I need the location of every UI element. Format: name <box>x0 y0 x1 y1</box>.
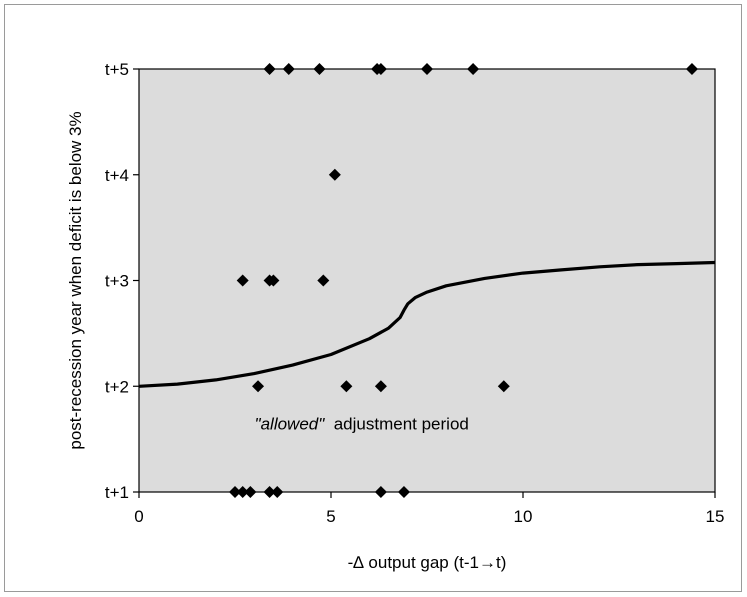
data-point <box>236 486 249 498</box>
data-point <box>467 63 480 75</box>
chart-frame: t+1 t+2 t+3 t+4 t+5 0 5 10 15 "allowed" adjustm… <box>4 4 742 592</box>
x-axis-title: -∆ output gap (t-1→t) <box>348 553 507 572</box>
data-point <box>282 63 295 75</box>
annotation-text: adjustment period <box>329 414 469 433</box>
data-point <box>421 63 433 75</box>
data-point <box>313 63 326 75</box>
x-tick-label: 5 <box>326 507 335 526</box>
data-point <box>263 486 276 498</box>
data-point <box>374 380 387 393</box>
y-axis-title: post-recession year when deficit is belo… <box>66 111 85 449</box>
y-tick-label: t+2 <box>105 377 129 396</box>
x-tick-label: 10 <box>514 507 533 526</box>
x-axis: 0 5 10 15 <box>134 492 724 526</box>
data-point <box>374 486 387 498</box>
data-point <box>263 63 276 75</box>
data-point <box>229 486 241 498</box>
data-point <box>252 380 265 393</box>
data-point <box>267 274 280 287</box>
data-point <box>271 486 284 498</box>
y-axis: t+1 t+2 t+3 t+4 t+5 <box>105 60 139 502</box>
data-point <box>236 274 249 287</box>
data-point <box>397 486 410 498</box>
annotation-label: "allowed" adjustment period <box>255 414 469 433</box>
y-tick-label: t+1 <box>105 483 129 502</box>
y-tick-label: t+3 <box>105 272 129 291</box>
data-point <box>328 168 341 181</box>
data-point <box>685 63 698 75</box>
scatter-chart: t+1 t+2 t+3 t+4 t+5 0 5 10 15 "allowed" adjustm… <box>66 60 724 572</box>
data-point <box>497 380 510 393</box>
data-point <box>244 486 257 498</box>
plot-area <box>138 68 716 493</box>
y-tick-label: t+4 <box>105 166 129 185</box>
allowed-adjustment-curve <box>138 260 716 388</box>
y-tick-label: t+5 <box>105 60 129 79</box>
data-points <box>229 63 698 498</box>
data-point <box>317 274 330 287</box>
data-point <box>374 63 387 75</box>
data-point <box>340 380 353 393</box>
x-tick-label: 15 <box>706 507 725 526</box>
annotation-italic-text: "allowed" <box>255 414 326 433</box>
x-tick-label: 0 <box>134 507 143 526</box>
